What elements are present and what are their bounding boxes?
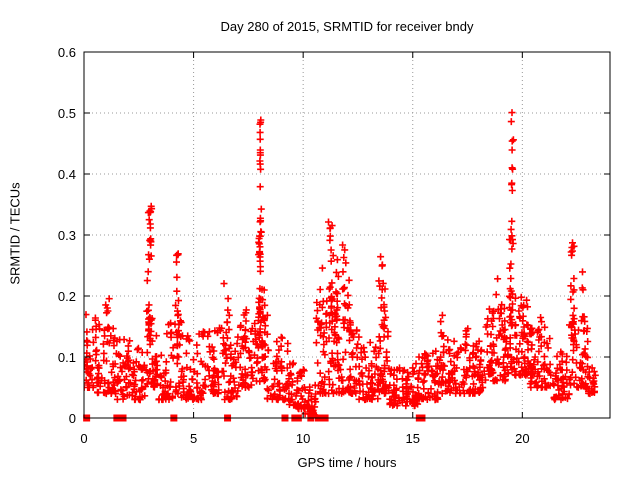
x-tick-label: 20 [515, 431, 530, 446]
y-tick-label: 0.5 [57, 106, 76, 121]
x-tick-label: 5 [189, 431, 198, 446]
y-tick-label: 0.6 [57, 45, 76, 60]
chart-title: Day 280 of 2015, SRMTID for receiver bnd… [220, 19, 474, 34]
y-tick-label: 0.1 [57, 350, 76, 365]
y-tick-label: 0.4 [57, 167, 76, 182]
x-tick-label: 15 [405, 431, 420, 446]
y-tick-label: 0 [68, 411, 76, 426]
y-tick-label: 0.2 [57, 289, 76, 304]
x-axis-label: GPS time / hours [297, 455, 397, 470]
x-tick-label: 0 [80, 431, 88, 446]
x-tick-label: 10 [295, 431, 311, 446]
y-tick-label: 0.3 [57, 228, 76, 243]
